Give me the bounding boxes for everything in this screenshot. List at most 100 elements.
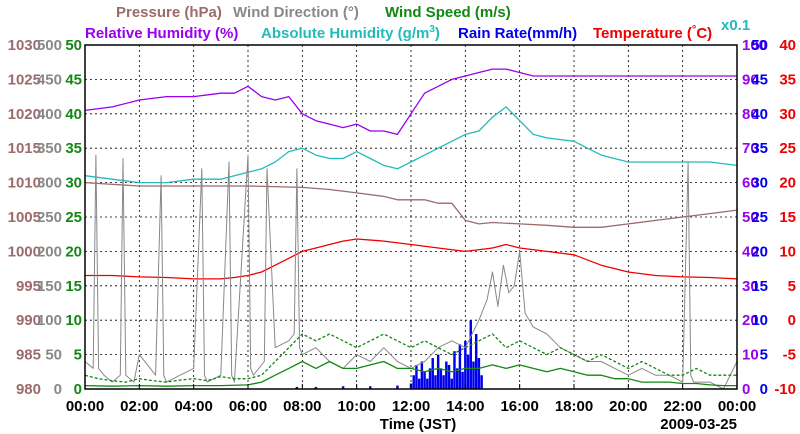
- tick-label-rain: 45: [751, 71, 768, 88]
- tick-label-wind_speed: 25: [65, 209, 82, 226]
- tick-label-rain: 25: [751, 209, 768, 226]
- legend-x01: x0.1: [721, 17, 750, 34]
- tick-label-pressure: 995: [16, 278, 41, 295]
- tick-label-pressure: 1005: [8, 209, 41, 226]
- rain-bar: [426, 378, 429, 389]
- tick-label-temp: -10: [774, 381, 796, 398]
- tick-label-rh: 30: [742, 278, 759, 295]
- tick-label-rh: 20: [742, 312, 759, 329]
- legend-absolute-humidity-text: Absolute Humidity (g/m: [261, 25, 429, 42]
- tick-label-wind_speed: 50: [65, 37, 82, 54]
- tick-label-wind_speed: 45: [65, 71, 82, 88]
- rain-bar: [431, 358, 434, 389]
- series-line: [84, 360, 737, 387]
- x-tick-label: 10:00: [337, 398, 375, 415]
- tick-label-pressure: 1025: [8, 71, 41, 88]
- x-tick-label: 04:00: [174, 398, 212, 415]
- tick-label-rain: 40: [751, 106, 768, 123]
- tick-label-temp: 10: [779, 243, 796, 260]
- tick-label-pressure: 1000: [8, 243, 41, 260]
- tick-label-wind_dir: 50: [45, 347, 62, 364]
- x-tick-label: 08:00: [283, 398, 321, 415]
- tick-label-temp: -5: [783, 347, 796, 364]
- legend-temperature-deg: °: [692, 24, 696, 36]
- x-tick-label: 12:00: [392, 398, 430, 415]
- rain-bar: [420, 361, 424, 389]
- rain-bar: [341, 386, 345, 389]
- tick-label-wind_dir: 350: [37, 140, 62, 157]
- tick-label-wind_speed: 20: [65, 243, 82, 260]
- date-label: 2009-03-25: [660, 416, 737, 433]
- legend-wind-direction: Wind Direction (°): [233, 4, 359, 21]
- rain-bar: [434, 375, 437, 389]
- rain-bar: [477, 358, 481, 389]
- rain-bar: [464, 340, 467, 389]
- tick-label-wind_dir: 100: [37, 312, 62, 329]
- x-tick-label: 00:00: [718, 398, 756, 415]
- x-tick-label: 20:00: [609, 398, 647, 415]
- rain-bar: [423, 371, 426, 389]
- tick-label-wind_dir: 0: [54, 381, 62, 398]
- tick-label-temp: 0: [788, 312, 796, 329]
- tick-label-rain: 0: [760, 381, 768, 398]
- legend-rain-rate: Rain Rate(mm/h): [458, 25, 577, 42]
- rain-series: [295, 320, 483, 389]
- tick-label-rain: 30: [751, 175, 768, 192]
- rain-bar: [474, 333, 478, 389]
- tick-label-pressure: 1010: [8, 175, 41, 192]
- rain-bar: [472, 361, 475, 389]
- rain-bar: [417, 378, 421, 389]
- rain-bar: [436, 354, 440, 389]
- tick-label-rh: 50: [742, 209, 759, 226]
- x-tick-label: 02:00: [120, 398, 158, 415]
- rain-bar: [396, 385, 399, 389]
- rain-bar: [450, 378, 453, 389]
- tick-label-pressure: 990: [16, 312, 41, 329]
- tick-label-temp: 15: [779, 209, 796, 226]
- tick-label-temp: 40: [779, 37, 796, 54]
- legend-absolute-humidity-close: ): [435, 25, 440, 42]
- legend-absolute-humidity: Absolute Humidity (g/m3): [261, 24, 440, 42]
- rain-bar: [461, 371, 464, 389]
- x-tick-label: 00:00: [66, 398, 104, 415]
- tick-label-temp: 35: [779, 71, 796, 88]
- tick-label-wind_dir: 200: [37, 243, 62, 260]
- series-line: [84, 181, 738, 228]
- rain-bar: [445, 361, 448, 389]
- rain-bar: [469, 320, 472, 389]
- tick-label-wind_speed: 0: [74, 381, 82, 398]
- rain-bar: [439, 368, 443, 389]
- tick-label-rh: 10: [742, 347, 759, 364]
- tick-label-rh: 90: [742, 71, 759, 88]
- rain-bar: [415, 364, 418, 389]
- x-tick-label: 16:00: [500, 398, 538, 415]
- rain-bar: [428, 368, 432, 389]
- tick-label-wind_speed: 35: [65, 140, 82, 157]
- tick-label-pressure: 1015: [8, 140, 41, 157]
- legend-relative-humidity: Relative Humidity (%): [85, 25, 238, 42]
- tick-label-temp: 25: [779, 140, 796, 157]
- rain-bar: [453, 351, 456, 389]
- tick-label-temp: 20: [779, 175, 796, 192]
- rain-bar: [314, 386, 318, 389]
- legend-temperature: Temperature (°C): [593, 24, 712, 42]
- legend-temperature-close: C): [696, 25, 712, 42]
- tick-label-rain: 20: [751, 243, 768, 260]
- series-line: [84, 68, 737, 136]
- series-line: [85, 238, 738, 280]
- tick-label-rh: 0: [742, 381, 750, 398]
- tick-label-rain: 5: [760, 347, 768, 364]
- legend-pressure: Pressure (hPa): [116, 4, 222, 21]
- series-lines: [84, 68, 738, 390]
- series-line: [84, 333, 737, 383]
- tick-label-rh: 40: [742, 243, 759, 260]
- x-tick-label: 22:00: [663, 398, 701, 415]
- legend-absolute-humidity-sup: 3: [429, 24, 435, 35]
- rain-bar: [458, 344, 462, 389]
- tick-label-wind_speed: 15: [65, 278, 82, 295]
- tick-label-wind_dir: 250: [37, 209, 62, 226]
- tick-label-rain: 50: [751, 37, 768, 54]
- legend-temperature-text: Temperature (: [593, 25, 692, 42]
- x-tick-label: 14:00: [446, 398, 484, 415]
